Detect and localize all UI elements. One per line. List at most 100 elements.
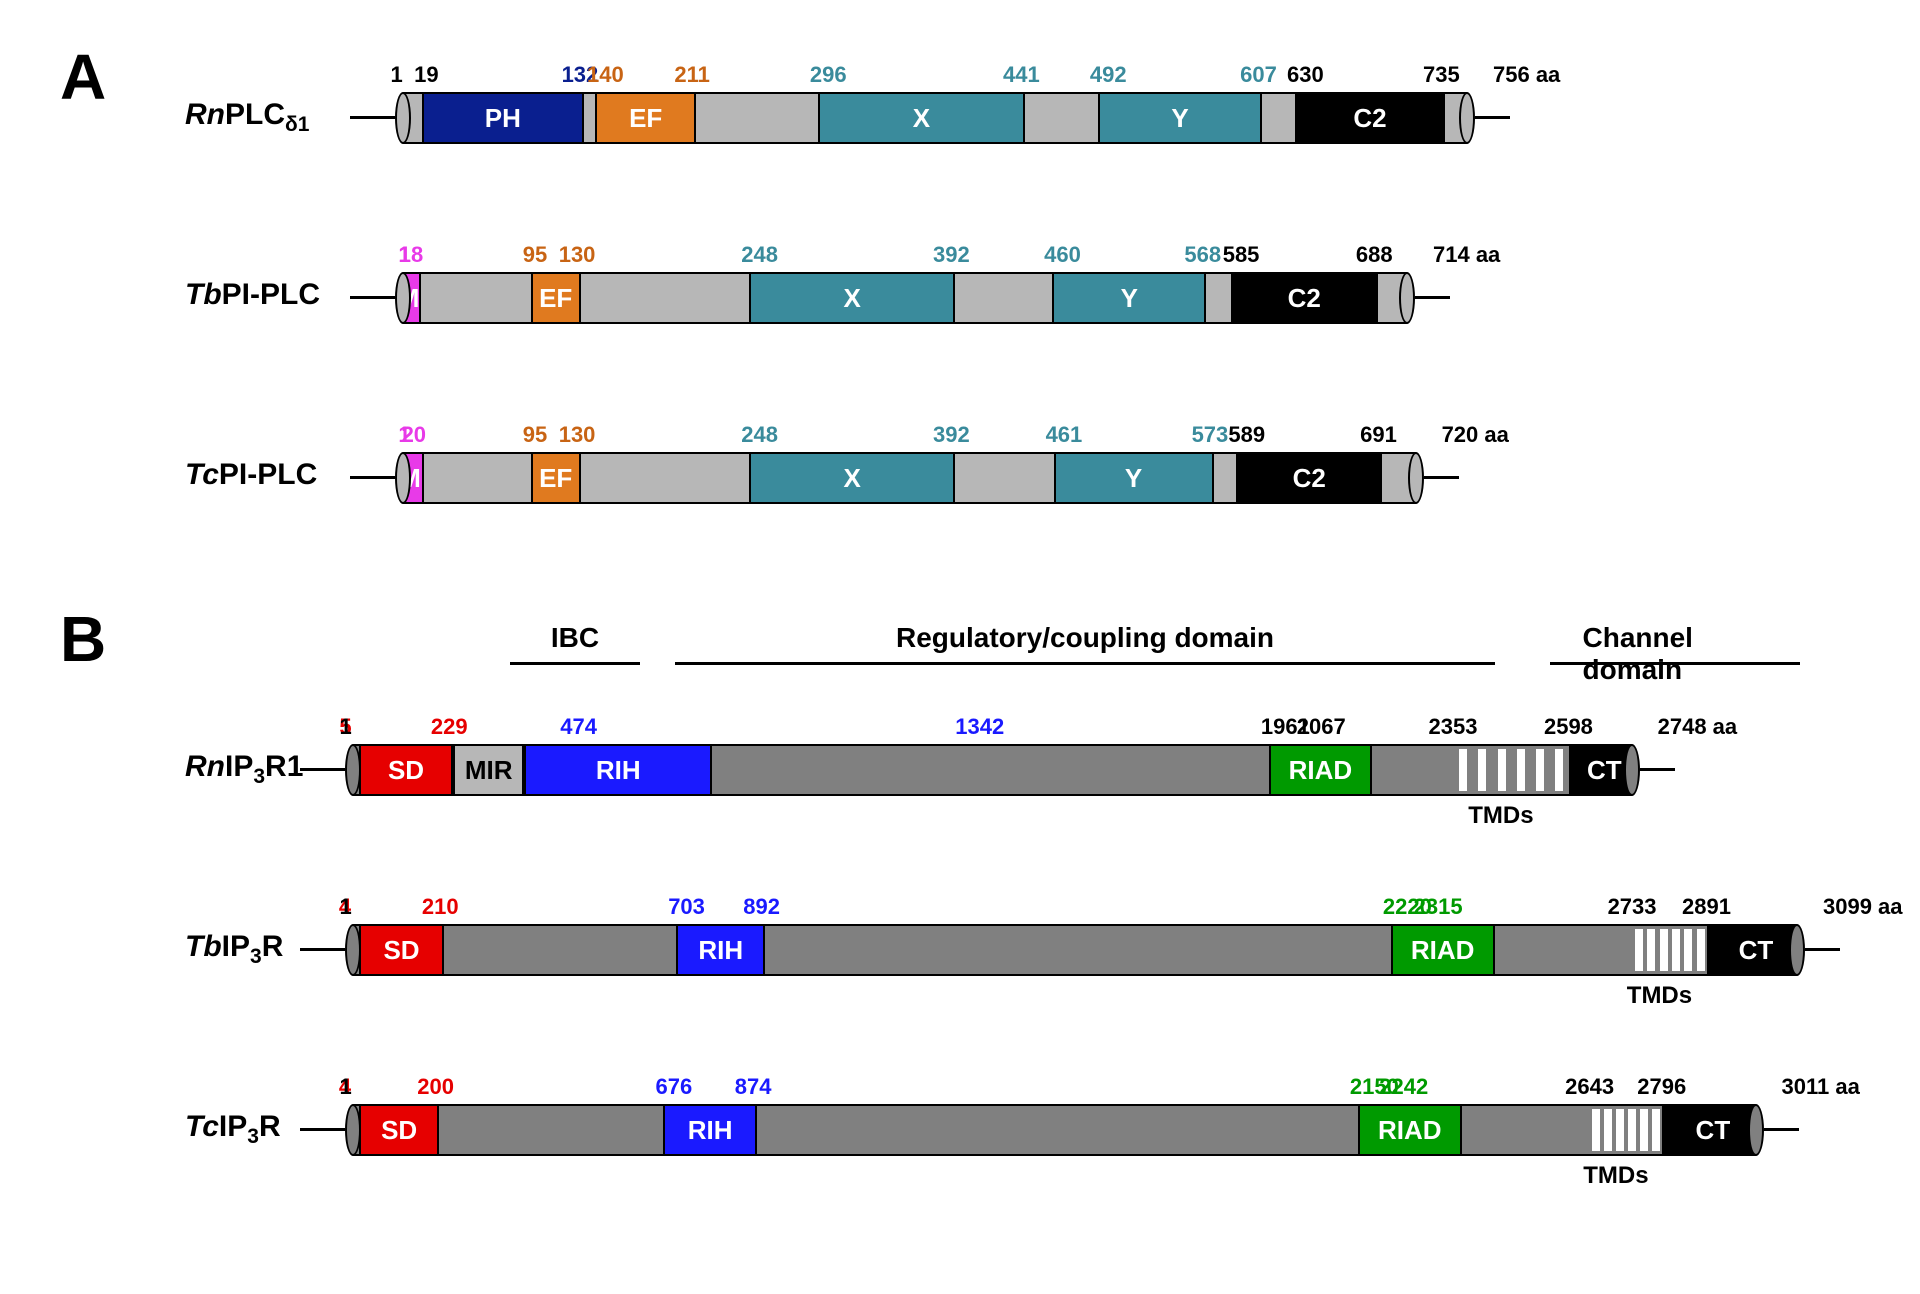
pos-label: 688 bbox=[1356, 242, 1393, 268]
bar-cap-left bbox=[345, 744, 361, 796]
tmd-stripe bbox=[1616, 1109, 1624, 1151]
pos-label: 735 bbox=[1423, 62, 1460, 88]
domain-rih: RIH bbox=[663, 1106, 756, 1154]
bar-body: SDRIHRIADCT bbox=[353, 1104, 1756, 1156]
pos-label: 2353 bbox=[1429, 714, 1478, 740]
domain-rih: RIH bbox=[524, 746, 712, 794]
c-terminal-wire bbox=[1640, 768, 1675, 771]
protein-label: TcPI-PLC bbox=[185, 458, 317, 492]
pos-label: 607 bbox=[1240, 62, 1277, 88]
bar-cap-left bbox=[395, 452, 411, 504]
protein-bar: MEFXYC211895130248392460568585688714 aa bbox=[395, 272, 1415, 324]
c-terminal-wire bbox=[1475, 116, 1510, 119]
pos-label: 20 bbox=[402, 422, 426, 448]
protein-label: TcIP3R bbox=[185, 1110, 281, 1149]
pos-label: 19 bbox=[414, 62, 438, 88]
pos-label: 1 bbox=[390, 62, 402, 88]
pos-label: 296 bbox=[810, 62, 847, 88]
domain-ef: EF bbox=[595, 94, 696, 142]
pos-label: 1342 bbox=[955, 714, 1004, 740]
tmd-stripe bbox=[1478, 749, 1486, 791]
n-terminal-wire bbox=[300, 948, 345, 951]
protein-bar: PHEFXYC219132140211296441492607630735175… bbox=[395, 92, 1475, 144]
domain-x: X bbox=[749, 454, 955, 502]
domain-ct: CT bbox=[1569, 746, 1632, 794]
domain-riad: RIAD bbox=[1269, 746, 1372, 794]
pos-label: 703 bbox=[668, 894, 705, 920]
tmd-stripe bbox=[1697, 929, 1705, 971]
tmd-stripe bbox=[1652, 1109, 1660, 1151]
domain-sd: SD bbox=[359, 1106, 439, 1154]
panel-a-letter: A bbox=[60, 40, 106, 114]
tmd-stripe bbox=[1555, 749, 1563, 791]
protein-bar: MEFXYC212095130248392461573589691720 aa bbox=[395, 452, 1424, 504]
pos-label: 2891 bbox=[1682, 894, 1731, 920]
bar-cap-right bbox=[1748, 1104, 1764, 1156]
tmd-stripe bbox=[1684, 929, 1692, 971]
pos-label: 2598 bbox=[1544, 714, 1593, 740]
domain-sd: SD bbox=[359, 926, 444, 974]
tmd-stripe bbox=[1592, 1109, 1600, 1151]
pos-label: 589 bbox=[1228, 422, 1265, 448]
domain-ct: CT bbox=[1662, 1106, 1755, 1154]
pos-label: 676 bbox=[655, 1074, 692, 1100]
c-terminal-wire bbox=[1424, 476, 1459, 479]
tmd-stripe bbox=[1660, 929, 1668, 971]
protein-row-tcip3r: TcIP3RSDRIHRIADCT42006768742150224226432… bbox=[190, 1072, 1860, 1164]
tmd-stripe bbox=[1635, 929, 1643, 971]
bar-body: PHEFXYC2 bbox=[403, 92, 1467, 144]
pos-label: 95 bbox=[523, 422, 547, 448]
pos-label: 461 bbox=[1046, 422, 1083, 448]
tmd-stripe bbox=[1604, 1109, 1612, 1151]
domain-y: Y bbox=[1052, 274, 1206, 322]
region-underline bbox=[510, 662, 640, 665]
tmds-label: TMDs bbox=[1627, 982, 1692, 1010]
pos-label: 691 bbox=[1360, 422, 1397, 448]
pos-label: 874 bbox=[735, 1074, 772, 1100]
bar-cap-left bbox=[395, 92, 411, 144]
panel-b-region-header: IBCRegulatory/coupling domainChannel dom… bbox=[345, 622, 1860, 702]
region-underline bbox=[675, 662, 1495, 665]
region-label: Regulatory/coupling domain bbox=[896, 622, 1274, 654]
n-terminal-wire bbox=[350, 476, 395, 479]
protein-bar: SDRIHRIADCT42006768742150224226432796TMD… bbox=[345, 1104, 1764, 1156]
aa-length-label: 3011 aa bbox=[1782, 1074, 1860, 1100]
pos-label: 585 bbox=[1223, 242, 1260, 268]
tmds-label: TMDs bbox=[1468, 802, 1533, 830]
tmd-stripe bbox=[1517, 749, 1525, 791]
domain-ph: PH bbox=[422, 94, 583, 142]
c-terminal-wire bbox=[1805, 948, 1840, 951]
domain-x: X bbox=[818, 94, 1025, 142]
pos-label: 2796 bbox=[1637, 1074, 1686, 1100]
panel-b-letter: B bbox=[60, 602, 106, 676]
domain-ct: CT bbox=[1707, 926, 1797, 974]
pos-label: 1 bbox=[339, 894, 351, 920]
pos-label: 130 bbox=[559, 242, 596, 268]
pos-label: 95 bbox=[523, 242, 547, 268]
domain-rih: RIH bbox=[676, 926, 765, 974]
pos-label: 2242 bbox=[1379, 1074, 1428, 1100]
bar-cap-left bbox=[345, 924, 361, 976]
protein-label: TbIP3R bbox=[185, 930, 283, 969]
n-terminal-wire bbox=[350, 296, 395, 299]
pos-label: 140 bbox=[587, 62, 624, 88]
pos-label: 130 bbox=[559, 422, 596, 448]
pos-label: 2733 bbox=[1608, 894, 1657, 920]
pos-label: 474 bbox=[560, 714, 597, 740]
pos-label: 211 bbox=[674, 62, 710, 88]
bar-body: MEFXYC2 bbox=[403, 272, 1407, 324]
pos-label: 892 bbox=[743, 894, 780, 920]
bar-cap-right bbox=[1624, 744, 1640, 796]
region-label: Channel domain bbox=[1583, 622, 1768, 686]
tmd-stripe bbox=[1459, 749, 1467, 791]
pos-label: 2315 bbox=[1414, 894, 1463, 920]
domain-ef: EF bbox=[531, 454, 581, 502]
pos-label: 210 bbox=[422, 894, 459, 920]
bar-body: MEFXYC2 bbox=[403, 452, 1416, 504]
aa-length-label: 714 aa bbox=[1433, 242, 1500, 268]
n-terminal-wire bbox=[300, 768, 345, 771]
domain-y: Y bbox=[1054, 454, 1214, 502]
aa-length-label: 3099 aa bbox=[1823, 894, 1903, 920]
c-terminal-wire bbox=[1415, 296, 1450, 299]
pos-label: 2643 bbox=[1565, 1074, 1614, 1100]
